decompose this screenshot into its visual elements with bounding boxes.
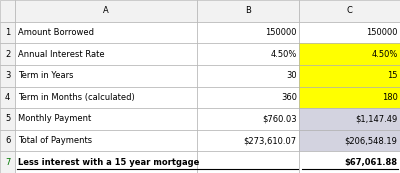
Text: Term in Months (calculated): Term in Months (calculated) xyxy=(18,93,135,102)
Bar xyxy=(0,0,15,22)
Text: B: B xyxy=(245,6,251,15)
Bar xyxy=(15,43,197,65)
Text: C: C xyxy=(347,6,352,15)
Text: 4.50%: 4.50% xyxy=(371,49,398,59)
Text: 1: 1 xyxy=(5,28,10,37)
Bar xyxy=(0,130,15,151)
Text: 150000: 150000 xyxy=(366,28,398,37)
Bar xyxy=(0,65,15,86)
Text: 7: 7 xyxy=(5,158,10,167)
Bar xyxy=(15,86,197,108)
Text: 6: 6 xyxy=(5,136,10,145)
Bar xyxy=(197,86,299,108)
Bar xyxy=(0,86,15,108)
Bar xyxy=(299,108,400,130)
Bar xyxy=(197,151,299,173)
Bar xyxy=(197,43,299,65)
Bar xyxy=(15,65,197,86)
Bar xyxy=(299,130,400,151)
Bar xyxy=(197,65,299,86)
Text: 2: 2 xyxy=(5,49,10,59)
Text: Less interest with a 15 year mortgage: Less interest with a 15 year mortgage xyxy=(18,158,199,167)
Text: 4.50%: 4.50% xyxy=(270,49,297,59)
Text: 3: 3 xyxy=(5,71,10,80)
Bar xyxy=(15,151,197,173)
Bar xyxy=(299,86,400,108)
Bar xyxy=(299,22,400,43)
Text: Total of Payments: Total of Payments xyxy=(18,136,92,145)
Text: 180: 180 xyxy=(382,93,398,102)
Text: 4: 4 xyxy=(5,93,10,102)
Bar xyxy=(15,130,197,151)
Bar xyxy=(299,0,400,22)
Text: 360: 360 xyxy=(281,93,297,102)
Text: 5: 5 xyxy=(5,114,10,124)
Text: $273,610.07: $273,610.07 xyxy=(244,136,297,145)
Bar xyxy=(299,43,400,65)
Bar xyxy=(0,151,15,173)
Text: 30: 30 xyxy=(286,71,297,80)
Text: $760.03: $760.03 xyxy=(262,114,297,124)
Text: $1,147.49: $1,147.49 xyxy=(355,114,398,124)
Bar xyxy=(197,130,299,151)
Text: Monthly Payment: Monthly Payment xyxy=(18,114,91,124)
Text: Annual Interest Rate: Annual Interest Rate xyxy=(18,49,105,59)
Text: Amount Borrowed: Amount Borrowed xyxy=(18,28,94,37)
Text: Term in Years: Term in Years xyxy=(18,71,74,80)
Bar xyxy=(299,65,400,86)
Bar xyxy=(15,22,197,43)
Text: $67,061.88: $67,061.88 xyxy=(345,158,398,167)
Text: A: A xyxy=(103,6,109,15)
Text: 150000: 150000 xyxy=(265,28,297,37)
Bar xyxy=(197,108,299,130)
Bar xyxy=(15,108,197,130)
Bar xyxy=(15,0,197,22)
Text: 15: 15 xyxy=(387,71,398,80)
Bar xyxy=(197,0,299,22)
Bar xyxy=(0,22,15,43)
Bar xyxy=(197,22,299,43)
Text: $206,548.19: $206,548.19 xyxy=(345,136,398,145)
Bar xyxy=(0,43,15,65)
Bar xyxy=(0,108,15,130)
Bar xyxy=(299,151,400,173)
